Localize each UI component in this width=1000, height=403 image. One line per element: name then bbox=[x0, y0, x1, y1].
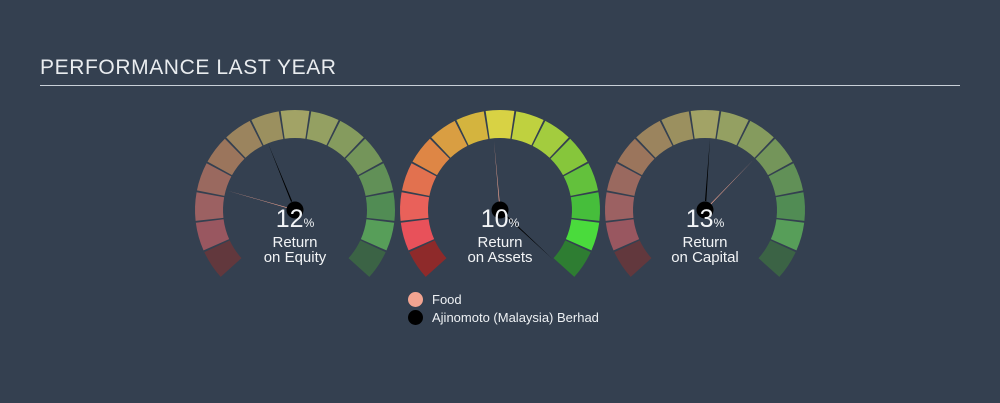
gauge-segment bbox=[563, 163, 599, 196]
gauge-segment bbox=[690, 110, 720, 139]
gauge-segment bbox=[553, 240, 591, 277]
gauge-segment bbox=[605, 219, 640, 251]
gauge-segment bbox=[755, 138, 793, 176]
gauge-hub bbox=[491, 201, 509, 219]
legend-item-label: Food bbox=[432, 291, 462, 307]
gauge-needle-peer bbox=[709, 159, 754, 206]
legend-item-label: Ajinomoto (Malaysia) Berhad bbox=[432, 309, 599, 325]
gauge-segment bbox=[565, 219, 600, 251]
gauge-segment bbox=[768, 163, 804, 196]
gauge-segment bbox=[251, 111, 284, 146]
gauge-segment bbox=[400, 219, 435, 251]
gauge-segment bbox=[661, 111, 694, 146]
gauge-arc-2 bbox=[605, 110, 805, 277]
gauge-segment bbox=[775, 192, 805, 221]
gauge-arc-0 bbox=[195, 110, 395, 277]
gauge-segment bbox=[207, 138, 245, 176]
gauge-hub bbox=[286, 201, 304, 219]
gauge-segment bbox=[770, 219, 805, 251]
gauge-segment bbox=[365, 192, 395, 221]
gauge-segment bbox=[409, 240, 447, 277]
legend: Food Ajinomoto (Malaysia) Berhad bbox=[408, 290, 708, 326]
gauge-segment bbox=[758, 240, 796, 277]
gauge-segment bbox=[614, 240, 652, 277]
gauge-segment bbox=[412, 138, 450, 176]
gauge-segment bbox=[431, 120, 468, 158]
gauge-segment bbox=[550, 138, 588, 176]
gauge-segment bbox=[606, 163, 642, 196]
gauge-return-on-assets: 10% Return on Assets bbox=[395, 105, 605, 290]
gauge-needle-peer bbox=[227, 190, 289, 209]
gauge-segment bbox=[511, 111, 544, 146]
gauge-segment bbox=[360, 219, 395, 251]
gauge-segment bbox=[280, 110, 310, 139]
gauge-segment bbox=[204, 240, 242, 277]
gauge-segment bbox=[345, 138, 383, 176]
gauge-segment bbox=[196, 163, 232, 196]
gauge-segment bbox=[348, 240, 386, 277]
gauge-segment bbox=[570, 192, 600, 221]
gauge-hub bbox=[696, 201, 714, 219]
title-divider bbox=[40, 85, 960, 86]
gauge-arc-1 bbox=[400, 110, 600, 277]
legend-item-company[interactable]: Ajinomoto (Malaysia) Berhad bbox=[408, 308, 708, 326]
legend-swatch-icon bbox=[408, 291, 423, 307]
gauge-segment bbox=[456, 111, 489, 146]
gauge-segment bbox=[327, 120, 364, 158]
gauge-segment bbox=[401, 163, 437, 196]
gauge-segment bbox=[400, 192, 430, 221]
page-title: PERFORMANCE LAST YEAR bbox=[40, 56, 337, 79]
legend-swatch-icon bbox=[408, 309, 423, 325]
gauge-needle-company bbox=[704, 138, 711, 202]
gauge-return-on-capital: 13% Return on Capital bbox=[600, 105, 810, 290]
gauge-segment bbox=[532, 120, 569, 158]
gauge-segment bbox=[358, 163, 394, 196]
gauge-segment bbox=[636, 120, 673, 158]
gauge-segment bbox=[716, 111, 749, 146]
gauge-segment bbox=[226, 120, 263, 158]
gauge-segment bbox=[737, 120, 774, 158]
gauge-segment bbox=[195, 192, 225, 221]
legend-item-food[interactable]: Food bbox=[408, 290, 708, 308]
gauge-needle-peer bbox=[493, 140, 500, 204]
gauge-segment bbox=[617, 138, 655, 176]
gauge-return-on-equity: 12% Return on Equity bbox=[190, 105, 400, 290]
gauge-segment bbox=[485, 110, 515, 139]
gauge-needle-company bbox=[506, 215, 553, 260]
gauge-needle-company bbox=[268, 143, 293, 202]
gauge-segment bbox=[195, 219, 230, 251]
gauge-segment bbox=[306, 111, 339, 146]
gauge-segment bbox=[605, 192, 635, 221]
